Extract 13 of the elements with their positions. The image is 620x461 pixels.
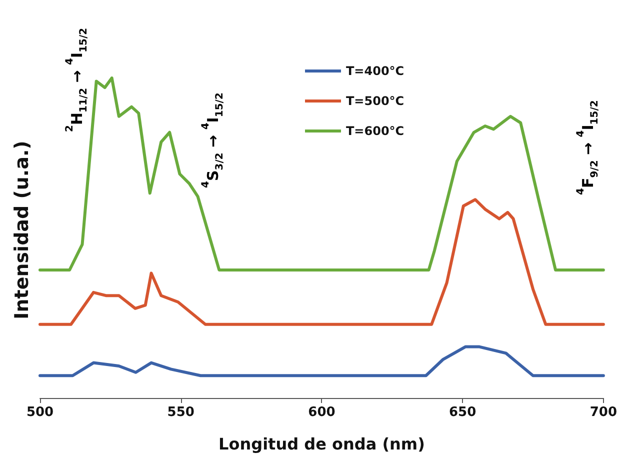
legend-label: T=600°C: [346, 124, 404, 138]
x-tick-label: 600: [308, 405, 336, 420]
x-tick-label: 500: [26, 405, 54, 420]
y-axis-title: Intensidad (u.a.): [11, 140, 33, 320]
annotation: 2H11/2 → 4I15/2: [64, 28, 90, 132]
x-axis-title: Longitud de onda (nm): [218, 434, 425, 454]
legend-label: T=500°C: [346, 94, 404, 108]
annotation: 4S3/2 → 4I15/2: [200, 92, 226, 188]
x-tick-label: 550: [167, 405, 194, 420]
x-tick-label: 650: [449, 405, 476, 420]
annotation: 4F9/2 → 4I15/2: [576, 100, 600, 195]
x-tick-label: 700: [590, 405, 617, 420]
legend-label: T=400°C: [346, 64, 404, 78]
